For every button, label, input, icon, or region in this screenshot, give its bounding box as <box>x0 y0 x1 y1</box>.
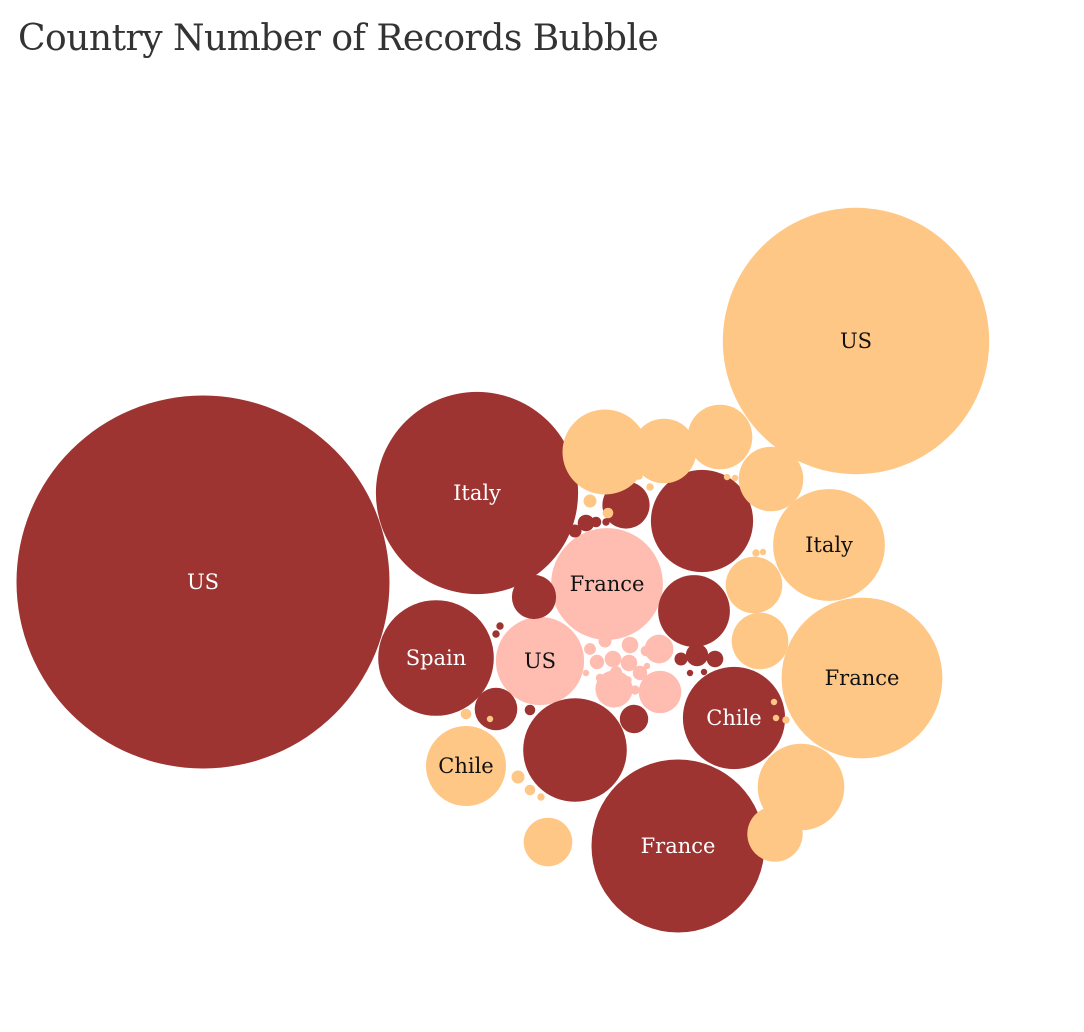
bubble-dark-italy <box>375 391 579 595</box>
bubble-light-52 <box>770 698 778 706</box>
bubble-pink-us <box>495 616 585 706</box>
bubble-light-36 <box>731 612 789 670</box>
bubble-light-43 <box>460 708 472 720</box>
bubble-dark-16 <box>474 687 518 731</box>
bubble-pink-64 <box>598 634 612 648</box>
bubble-light-33 <box>631 418 697 484</box>
bubble-dark-france <box>591 759 765 933</box>
bubble-pink-68 <box>618 626 628 636</box>
bubble-label-dark-spain: Spain <box>406 646 467 670</box>
bubble-pink-74 <box>639 684 647 692</box>
bubble-dark-22 <box>674 652 688 666</box>
bubble-label-light-france: France <box>825 666 900 690</box>
bubble-pink-57 <box>595 670 633 708</box>
bubble-pink-63 <box>632 665 648 681</box>
bubble-dark-26 <box>496 622 504 630</box>
bubble-light-53 <box>486 715 494 723</box>
bubble-light-30 <box>562 409 648 495</box>
bubble-label-light-chile: Chile <box>438 754 493 778</box>
bubble-light-37 <box>523 817 573 867</box>
bubble-light-41 <box>524 784 536 796</box>
bubble-light-chile <box>426 726 506 806</box>
bubble-dark-25 <box>602 518 610 526</box>
bubble-dark-29 <box>700 668 708 676</box>
bubble-light-us <box>722 207 990 475</box>
bubble-light-35 <box>725 556 783 614</box>
bubble-light-39 <box>583 494 597 508</box>
bubble-dark-12 <box>650 469 754 573</box>
bubble-dark-24 <box>590 516 602 528</box>
bubble-light-50 <box>741 473 749 481</box>
bubble-light-32 <box>687 404 753 470</box>
bubble-pink-69 <box>630 685 640 695</box>
bubble-pink-59 <box>621 636 639 654</box>
bubble-label-dark-italy: Italy <box>453 481 501 505</box>
bubble-light-45 <box>646 483 654 491</box>
bubble-pink-65 <box>610 666 622 678</box>
bubble-dark-21 <box>568 524 582 538</box>
bubble-dark-27 <box>492 630 500 638</box>
bubble-light-france <box>781 597 943 759</box>
bubble-light-40 <box>511 770 525 784</box>
bubble-light-51 <box>772 714 780 722</box>
bubble-dark-spain <box>378 600 494 716</box>
bubble-dark-17 <box>619 704 649 734</box>
bubble-pink-60 <box>620 654 638 672</box>
bubble-dark-15 <box>511 574 557 620</box>
bubble-light-38 <box>747 806 803 862</box>
bubble-dark-chile <box>682 666 786 770</box>
bubble-label-pink-us: US <box>524 649 556 673</box>
bubble-light-55 <box>723 473 731 481</box>
bubble-label-dark-france: France <box>641 834 716 858</box>
bubble-label-light-us: US <box>840 329 872 353</box>
bubble-dark-19 <box>706 650 724 668</box>
bubble-dark-20 <box>577 514 595 532</box>
bubble-pink-71 <box>624 676 632 684</box>
bubble-light-46 <box>752 549 760 557</box>
bubble-light-49 <box>731 474 739 482</box>
bubble-label-dark-us: US <box>187 570 219 594</box>
chart-title: Country Number of Records Bubble <box>18 18 659 59</box>
bubble-dark-23 <box>524 704 536 716</box>
bubble-dark-18 <box>685 643 709 667</box>
bubble-pink-70 <box>595 673 605 683</box>
bubble-dark-28 <box>686 669 694 677</box>
bubble-light-42 <box>602 507 614 519</box>
bubble-pink-75 <box>582 669 590 677</box>
bubble-pink-66 <box>584 643 596 655</box>
bubble-light-48 <box>537 793 545 801</box>
bubble-pink-56 <box>638 670 682 714</box>
bubble-pink-62 <box>589 654 605 670</box>
bubble-light-54 <box>759 548 767 556</box>
bubble-label-pink-france: France <box>570 572 645 596</box>
bubble-label-dark-chile: Chile <box>706 706 761 730</box>
bubble-pink-72 <box>624 690 632 698</box>
bubble-dark-11 <box>523 698 627 802</box>
bubble-light-italy <box>773 489 885 601</box>
bubble-light-44 <box>635 472 643 480</box>
bubble-pink-france <box>551 528 663 640</box>
bubble-dark-13 <box>658 575 730 647</box>
bubble-dark-us <box>16 395 390 769</box>
bubble-light-34 <box>738 446 804 512</box>
bubble-pink-73 <box>643 662 651 670</box>
bubble-label-light-italy: Italy <box>805 533 853 557</box>
bubble-light-47 <box>782 716 790 724</box>
bubble-pink-58 <box>644 634 674 664</box>
bubble-pink-61 <box>604 650 622 668</box>
bubble-pink-67 <box>640 645 652 657</box>
